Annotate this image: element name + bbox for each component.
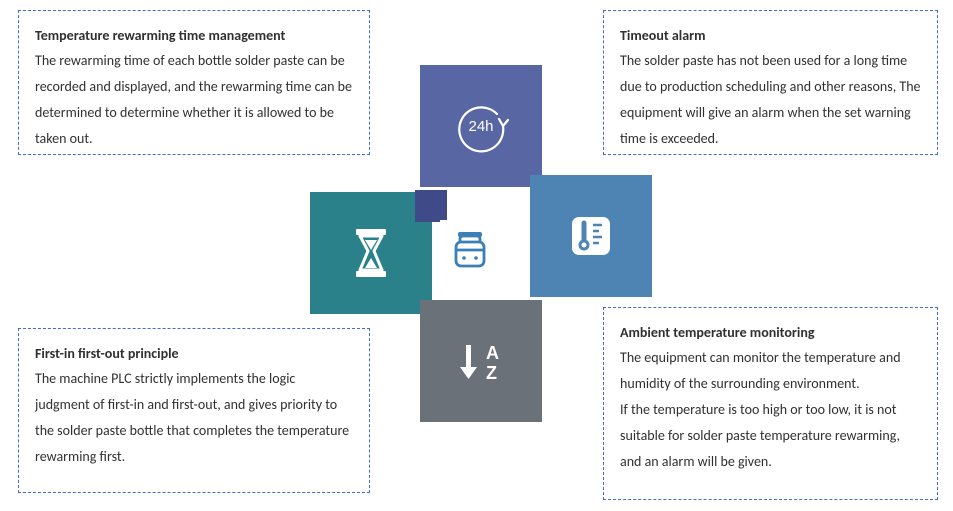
svg-text:A: A	[486, 343, 499, 363]
tile-center	[440, 220, 500, 280]
box-body: The equipment can monitor the temperatur…	[620, 345, 921, 474]
box-title: Temperature rewarming time management	[35, 23, 353, 48]
box-timeout-alarm: Timeout alarm The solder paste has not b…	[603, 10, 938, 155]
box-ambient-temp: Ambient temperature monitoring The equip…	[603, 307, 938, 500]
box-body: The rewarming time of each bottle solder…	[35, 48, 353, 152]
tile-bottom: A Z	[420, 300, 542, 422]
sort-az-icon: A Z	[454, 337, 508, 385]
box-temp-rewarm: Temperature rewarming time management Th…	[18, 10, 370, 155]
svg-text:24h: 24h	[468, 118, 493, 135]
box-fifo: First-in first-out principle The machine…	[18, 328, 370, 493]
box-title: Timeout alarm	[620, 23, 921, 48]
tile-small-accent	[415, 190, 447, 222]
tile-right	[530, 175, 652, 297]
svg-text:Z: Z	[486, 363, 497, 383]
clock-24h-icon: 24h	[453, 98, 509, 154]
box-body: The solder paste has not been used for a…	[620, 48, 921, 152]
box-body: The machine PLC strictly implements the …	[35, 366, 353, 470]
tile-left	[310, 192, 432, 314]
tile-top: 24h	[420, 65, 542, 187]
hourglass-icon	[348, 227, 394, 279]
box-title: Ambient temperature monitoring	[620, 320, 921, 345]
box-title: First-in first-out principle	[35, 341, 353, 366]
jar-icon	[448, 228, 492, 272]
thermometer-icon	[566, 211, 616, 261]
